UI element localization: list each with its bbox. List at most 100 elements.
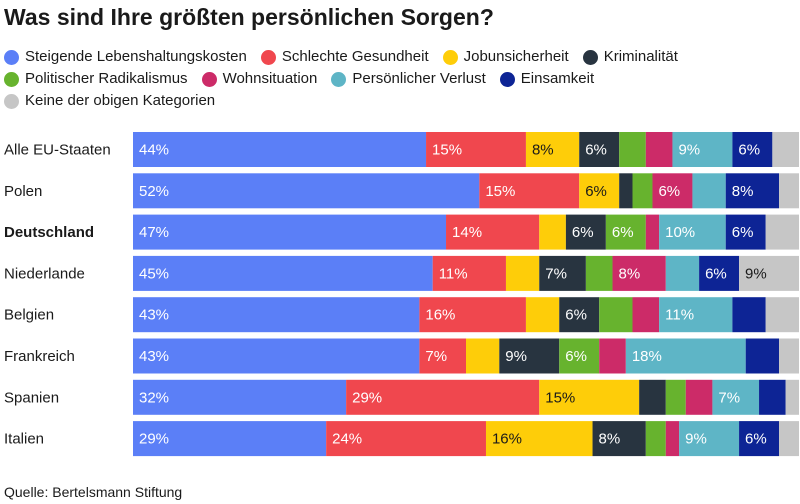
bar-segment [712,379,760,415]
data-label: 16% [492,431,522,448]
data-label: 7% [545,265,567,282]
data-label: 6% [658,183,680,200]
data-label: 14% [452,224,482,241]
legend-label: Persönlicher Verlust [352,70,486,87]
bar-segment [499,338,560,374]
bar-segment [426,132,526,167]
legend-label: Politischer Radikalismus [25,70,188,87]
bar-segment [765,297,799,333]
data-label: 11% [439,265,468,282]
legend-swatch [4,71,19,87]
legend-swatch [499,71,515,87]
data-label: 8% [619,265,641,282]
data-label: 32% [139,389,169,406]
bar-segment [659,214,726,250]
bar-segment [612,255,666,291]
bar-segment [505,255,540,291]
data-label: 8% [532,142,554,159]
category-label: Belgien [4,307,54,324]
data-label: 15% [485,183,515,200]
bar-segment [745,338,780,374]
bar-segment [639,379,666,415]
data-label: 29% [352,389,382,406]
data-label: 8% [599,431,621,448]
bar-segment [539,255,586,291]
bar-segment [446,214,540,250]
data-label: 24% [332,431,362,448]
data-label: 6% [705,265,727,282]
data-label: 6% [738,142,760,159]
legend-item: Wohnsituation [201,68,318,90]
bar-segment [725,214,766,250]
data-label: 15% [545,389,575,406]
bar-segment [133,214,447,250]
legend-swatch [4,93,19,109]
bar-segment [685,379,713,415]
bar-segment [133,173,480,209]
bar-segment [725,173,780,209]
legend-label: Steigende Lebenshaltungskosten [25,48,247,65]
bar-segment [585,255,613,291]
category-label: Spanien [4,389,59,406]
legend-swatch [582,49,598,65]
legend-swatch [260,49,276,65]
data-label: 7% [425,348,447,365]
data-label: 9% [678,142,700,159]
category-label: Italien [4,431,44,448]
bar-segment [692,173,726,209]
data-label: 6% [585,183,607,200]
legend-item: Persönlicher Verlust [331,68,486,90]
bar-segment [419,338,466,374]
bar-segment [645,214,660,250]
data-label: 10% [665,224,695,241]
bar-segment [772,132,799,167]
bar-segment [652,173,693,209]
legend-label: Wohnsituation [222,70,318,87]
bar-segment [485,421,593,457]
data-label: 18% [632,348,662,365]
bar-segment [732,297,766,333]
bar-segment [599,297,633,333]
source-note: Quelle: Bertelsmann Stiftung [4,484,183,500]
chart-title: Was sind Ihre größten persönlichen Sorge… [4,4,494,30]
data-label: 9% [685,431,707,448]
bar-segment [133,255,433,291]
data-label: 6% [585,142,607,159]
legend-item: Schlechte Gesundheit [260,46,429,68]
data-label: 47% [139,224,169,241]
legend-swatch [331,71,347,87]
bar-segment [732,132,773,167]
bar-segment [739,255,799,291]
legend-swatch [201,71,217,87]
data-label: 6% [732,224,754,241]
bar-segment [759,379,786,415]
category-label: Niederlande [4,265,85,282]
legend-item: Keine der obigen Kategorien [4,90,215,112]
bar-segment [665,379,686,415]
data-label: 8% [732,183,754,200]
bar-segment [133,338,420,374]
data-label: 29% [139,431,169,448]
stacked-bar-chart: Alle EU-Staaten 44% 15% 8% 6% 9% 6% Polen 52% 15%… [4,132,799,457]
legend-label: Schlechte Gesundheit [281,48,429,65]
legend-item: Politischer Radikalismus [4,68,188,90]
legend-item: Steigende Lebenshaltungskosten [4,46,247,68]
data-label: 6% [745,431,767,448]
data-label: 7% [718,389,740,406]
data-label: 15% [432,142,462,159]
data-label: 6% [572,224,594,241]
bar-segment [699,255,740,291]
bar-segment [525,132,580,167]
bar-segment [579,173,620,209]
bar-segment [346,379,540,415]
bar-segment [739,421,780,457]
category-label: Deutschland [4,224,94,241]
bar-segment [605,214,646,250]
bar-segment [645,421,666,457]
bar-segment [466,338,500,374]
bar-segment [479,173,580,209]
bar-segment [432,255,506,291]
data-label: 9% [745,265,767,282]
data-label: 6% [612,224,634,241]
bar-segment [133,379,347,415]
